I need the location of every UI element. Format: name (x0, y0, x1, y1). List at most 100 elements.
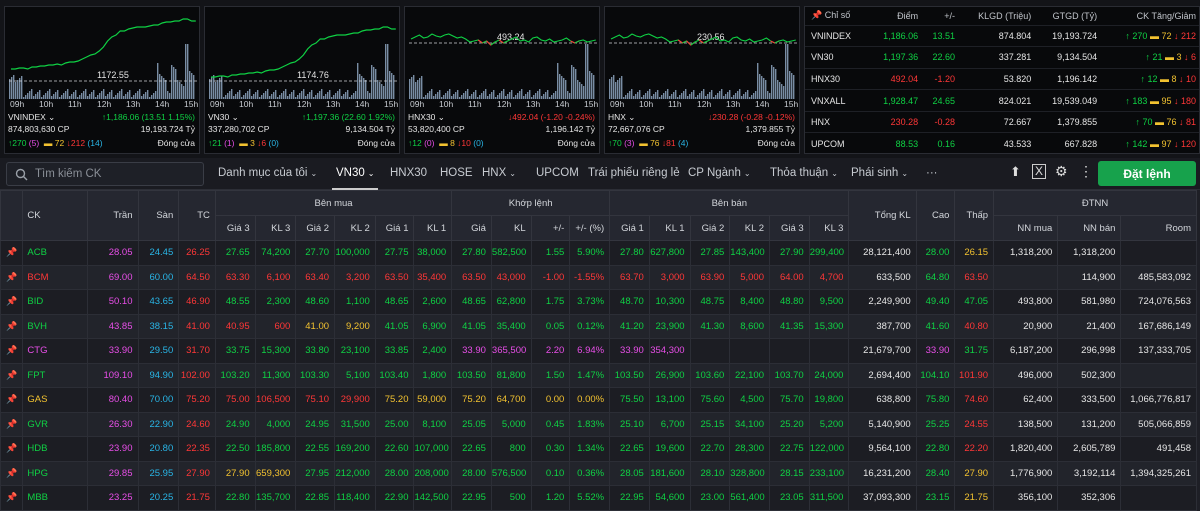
more-vertical-icon[interactable]: ⋮ (1079, 163, 1093, 179)
subheader[interactable]: Room (1120, 215, 1197, 241)
search-input[interactable] (35, 166, 195, 182)
tab-hnx30[interactable]: HNX30 (390, 158, 427, 190)
pin-icon[interactable]: 📌 (0, 289, 24, 315)
subheader[interactable]: KL (490, 215, 532, 241)
summary-row[interactable]: VNINDEX 1,186.06 13.51 874.804 19,193.724 ↑ 2… (805, 24, 1199, 47)
pin-icon[interactable]: 📌 (0, 460, 24, 486)
stock-symbol[interactable]: BVH (22, 313, 88, 339)
stock-symbol[interactable]: GVR (22, 411, 88, 437)
tab-hnx[interactable]: HNX ⌄ (482, 158, 516, 190)
tab-upcom[interactable]: UPCOM (536, 158, 579, 190)
stock-row-hdb[interactable]: 📌 HDB 23.90 20.80 22.35 22.50 185,800 22.55 169,… (0, 436, 1197, 462)
tab-vn30[interactable]: VN30 ⌄ (332, 158, 379, 190)
tab-danh-m-c-c-a-t-i[interactable]: Danh mục của tôi ⌄ (218, 158, 317, 190)
cell: 659,300 (254, 460, 297, 486)
stock-symbol[interactable]: HPG (22, 460, 88, 486)
excel-icon[interactable]: X (1032, 164, 1047, 179)
stock-symbol[interactable]: GAS (22, 387, 88, 413)
summary-row[interactable]: VNXALL 1,928.47 24.65 824.021 19,539.049 ↑ 18… (805, 89, 1199, 112)
tab-th-a-thu-n[interactable]: Thỏa thuận ⌄ (770, 158, 838, 190)
subheader[interactable]: NN mua (993, 215, 1059, 241)
cell: 8,600 (729, 313, 770, 339)
stock-row-fpt[interactable]: 📌 FPT 109.10 94.90 102.00 103.20 11,300 103.30 5… (0, 362, 1197, 388)
subheader[interactable]: KL 3 (254, 215, 297, 241)
pin-icon[interactable]: 📌 (0, 338, 24, 364)
stock-row-gas[interactable]: 📌 GAS 80.40 70.00 75.20 75.00 106,500 75.10 29,9… (0, 387, 1197, 413)
subheader[interactable]: Giá 1 (374, 215, 415, 241)
summary-index-name: HNX (805, 110, 869, 133)
pin-icon[interactable]: 📌 (0, 362, 24, 388)
subheader[interactable]: +/- (%) (569, 215, 611, 241)
subheader[interactable]: Giá 3 (769, 215, 810, 241)
stock-row-gvr[interactable]: 📌 GVR 26.30 22.90 24.60 24.90 4,000 24.95 31,500… (0, 411, 1197, 437)
header-tran[interactable]: Trần (86, 190, 139, 241)
header-san[interactable]: Sàn (137, 190, 180, 241)
stock-symbol[interactable]: BID (22, 289, 88, 315)
header-thap[interactable]: Thấp (954, 190, 995, 241)
tab-cp-ng-nh[interactable]: CP Ngành ⌄ (688, 158, 751, 190)
subheader[interactable]: KL 3 (808, 215, 850, 241)
summary-row[interactable]: UPCOM 88.53 0.16 43.533 667.828 ↑ 142 ▬ 97 ↓ … (805, 132, 1199, 155)
stock-row-mbb[interactable]: 📌 MBB 23.25 20.25 21.75 22.80 135,700 22.85 118,… (0, 485, 1197, 511)
subheader[interactable]: Giá 2 (689, 215, 731, 241)
stock-symbol[interactable]: FPT (22, 362, 88, 388)
search-box[interactable] (6, 162, 204, 186)
index-chart-hnx[interactable]: 230.56 09h 10h 11h 12h 13h 14h 15h HNX ⌄ ↓230.28 … (604, 6, 800, 154)
index-volume: 72,667,076 CP (608, 124, 665, 134)
subheader[interactable]: +/- (530, 215, 571, 241)
tab-ph-i-sinh[interactable]: Phái sinh ⌄ (851, 158, 908, 190)
pin-icon[interactable]: 📌 (0, 240, 24, 266)
summary-ref: ▬ 76 (1152, 117, 1177, 128)
pin-icon[interactable]: 📌 (0, 387, 24, 413)
cell: 41.35 (769, 313, 810, 339)
upload-icon[interactable]: ⬆ (1010, 164, 1021, 179)
pin-icon[interactable]: 📌 (0, 436, 24, 462)
index-chart-vnindex[interactable]: 1172.55 09h 10h 11h 12h 13h 14h 15h VNINDEX ⌄ ↑1,… (4, 6, 200, 154)
pin-icon[interactable]: 📌 (0, 264, 24, 290)
summary-row[interactable]: HNX30 492.04 -1.20 53.820 1,196.142 ↑ 12 ▬ 8 … (805, 67, 1199, 90)
index-value: 1,196.142 Tỷ (545, 124, 595, 134)
stock-row-acb[interactable]: 📌 ACB 28.05 24.45 26.25 27.65 74,200 27.70 100,0… (0, 240, 1197, 266)
stock-row-bcm[interactable]: 📌 BCM 69.00 60.00 64.50 63.30 6,100 63.40 3,200 6… (0, 264, 1197, 290)
subheader[interactable]: KL 1 (648, 215, 691, 241)
place-order-button[interactable]: Đặt lệnh (1098, 161, 1196, 186)
cell: 75.80 (915, 387, 956, 413)
gear-icon[interactable]: ⚙ (1055, 163, 1068, 179)
stock-row-ctg[interactable]: 📌 CTG 33.90 29.50 31.70 33.75 15,300 33.80 23,10… (0, 338, 1197, 364)
summary-row[interactable]: HNX 230.28 -0.28 72.667 1,379.855 ↑ 70 ▬ 76 ↓… (805, 110, 1199, 133)
stock-symbol[interactable]: ACB (22, 240, 88, 266)
stock-symbol[interactable]: CTG (22, 338, 88, 364)
subheader[interactable]: KL 2 (334, 215, 376, 241)
subheader[interactable]: KL 2 (729, 215, 770, 241)
subheader[interactable]: Giá 1 (609, 215, 650, 241)
subheader[interactable]: NN bán (1057, 215, 1122, 241)
stock-row-bid[interactable]: 📌 BID 50.10 43.65 46.90 48.55 2,300 48.60 1,100 4… (0, 289, 1197, 315)
cell: 41.60 (915, 313, 956, 339)
header-cao[interactable]: Cao (915, 190, 956, 241)
stock-symbol[interactable]: HDB (22, 436, 88, 462)
tab--[interactable]: ··· (926, 158, 938, 190)
stock-row-hpg[interactable]: 📌 HPG 29.85 25.95 27.90 27.90 659,300 27.95 212,… (0, 460, 1197, 486)
header-tongkl[interactable]: Tổng KL (848, 190, 917, 241)
cell: 23.90 (86, 436, 139, 462)
subheader[interactable]: KL 1 (413, 215, 453, 241)
stock-symbol[interactable]: MBB (22, 485, 88, 511)
tab-hose[interactable]: HOSE (440, 158, 473, 190)
index-chart-vn30[interactable]: 1174.76 09h 10h 11h 12h 13h 14h 15h VN30 ⌄ ↑1,197… (204, 6, 400, 154)
subheader[interactable]: Giá 2 (295, 215, 336, 241)
pin-icon[interactable]: 📌 (0, 411, 24, 437)
index-chart-hnx30[interactable]: 493.24 09h 10h 11h 12h 13h 14h 15h HNX30 ⌄ ↓492.0… (404, 6, 600, 154)
summary-row[interactable]: VN30 1,197.36 22.60 337.281 9,134.504 ↑ 21 ▬ … (805, 46, 1199, 69)
tab-tr-i-phi-u-ri-ng-l-[interactable]: Trái phiếu riêng lẻ (588, 158, 680, 190)
subheader[interactable]: Giá 3 (214, 215, 256, 241)
pin-icon[interactable]: 📌 (0, 485, 24, 511)
chart-time-axis: 09h 10h 11h 12h 13h 14h 15h (5, 99, 201, 111)
cell: 40.95 (214, 313, 256, 339)
stock-symbol[interactable]: BCM (22, 264, 88, 290)
header-tc[interactable]: TC (178, 190, 216, 241)
cell: 233,100 (808, 460, 850, 486)
header-ck[interactable]: CK (22, 190, 88, 241)
subheader[interactable]: Giá (451, 215, 492, 241)
pin-icon[interactable]: 📌 (0, 313, 24, 339)
stock-row-bvh[interactable]: 📌 BVH 43.85 38.15 41.00 40.95 600 41.00 9,200 41.… (0, 313, 1197, 339)
